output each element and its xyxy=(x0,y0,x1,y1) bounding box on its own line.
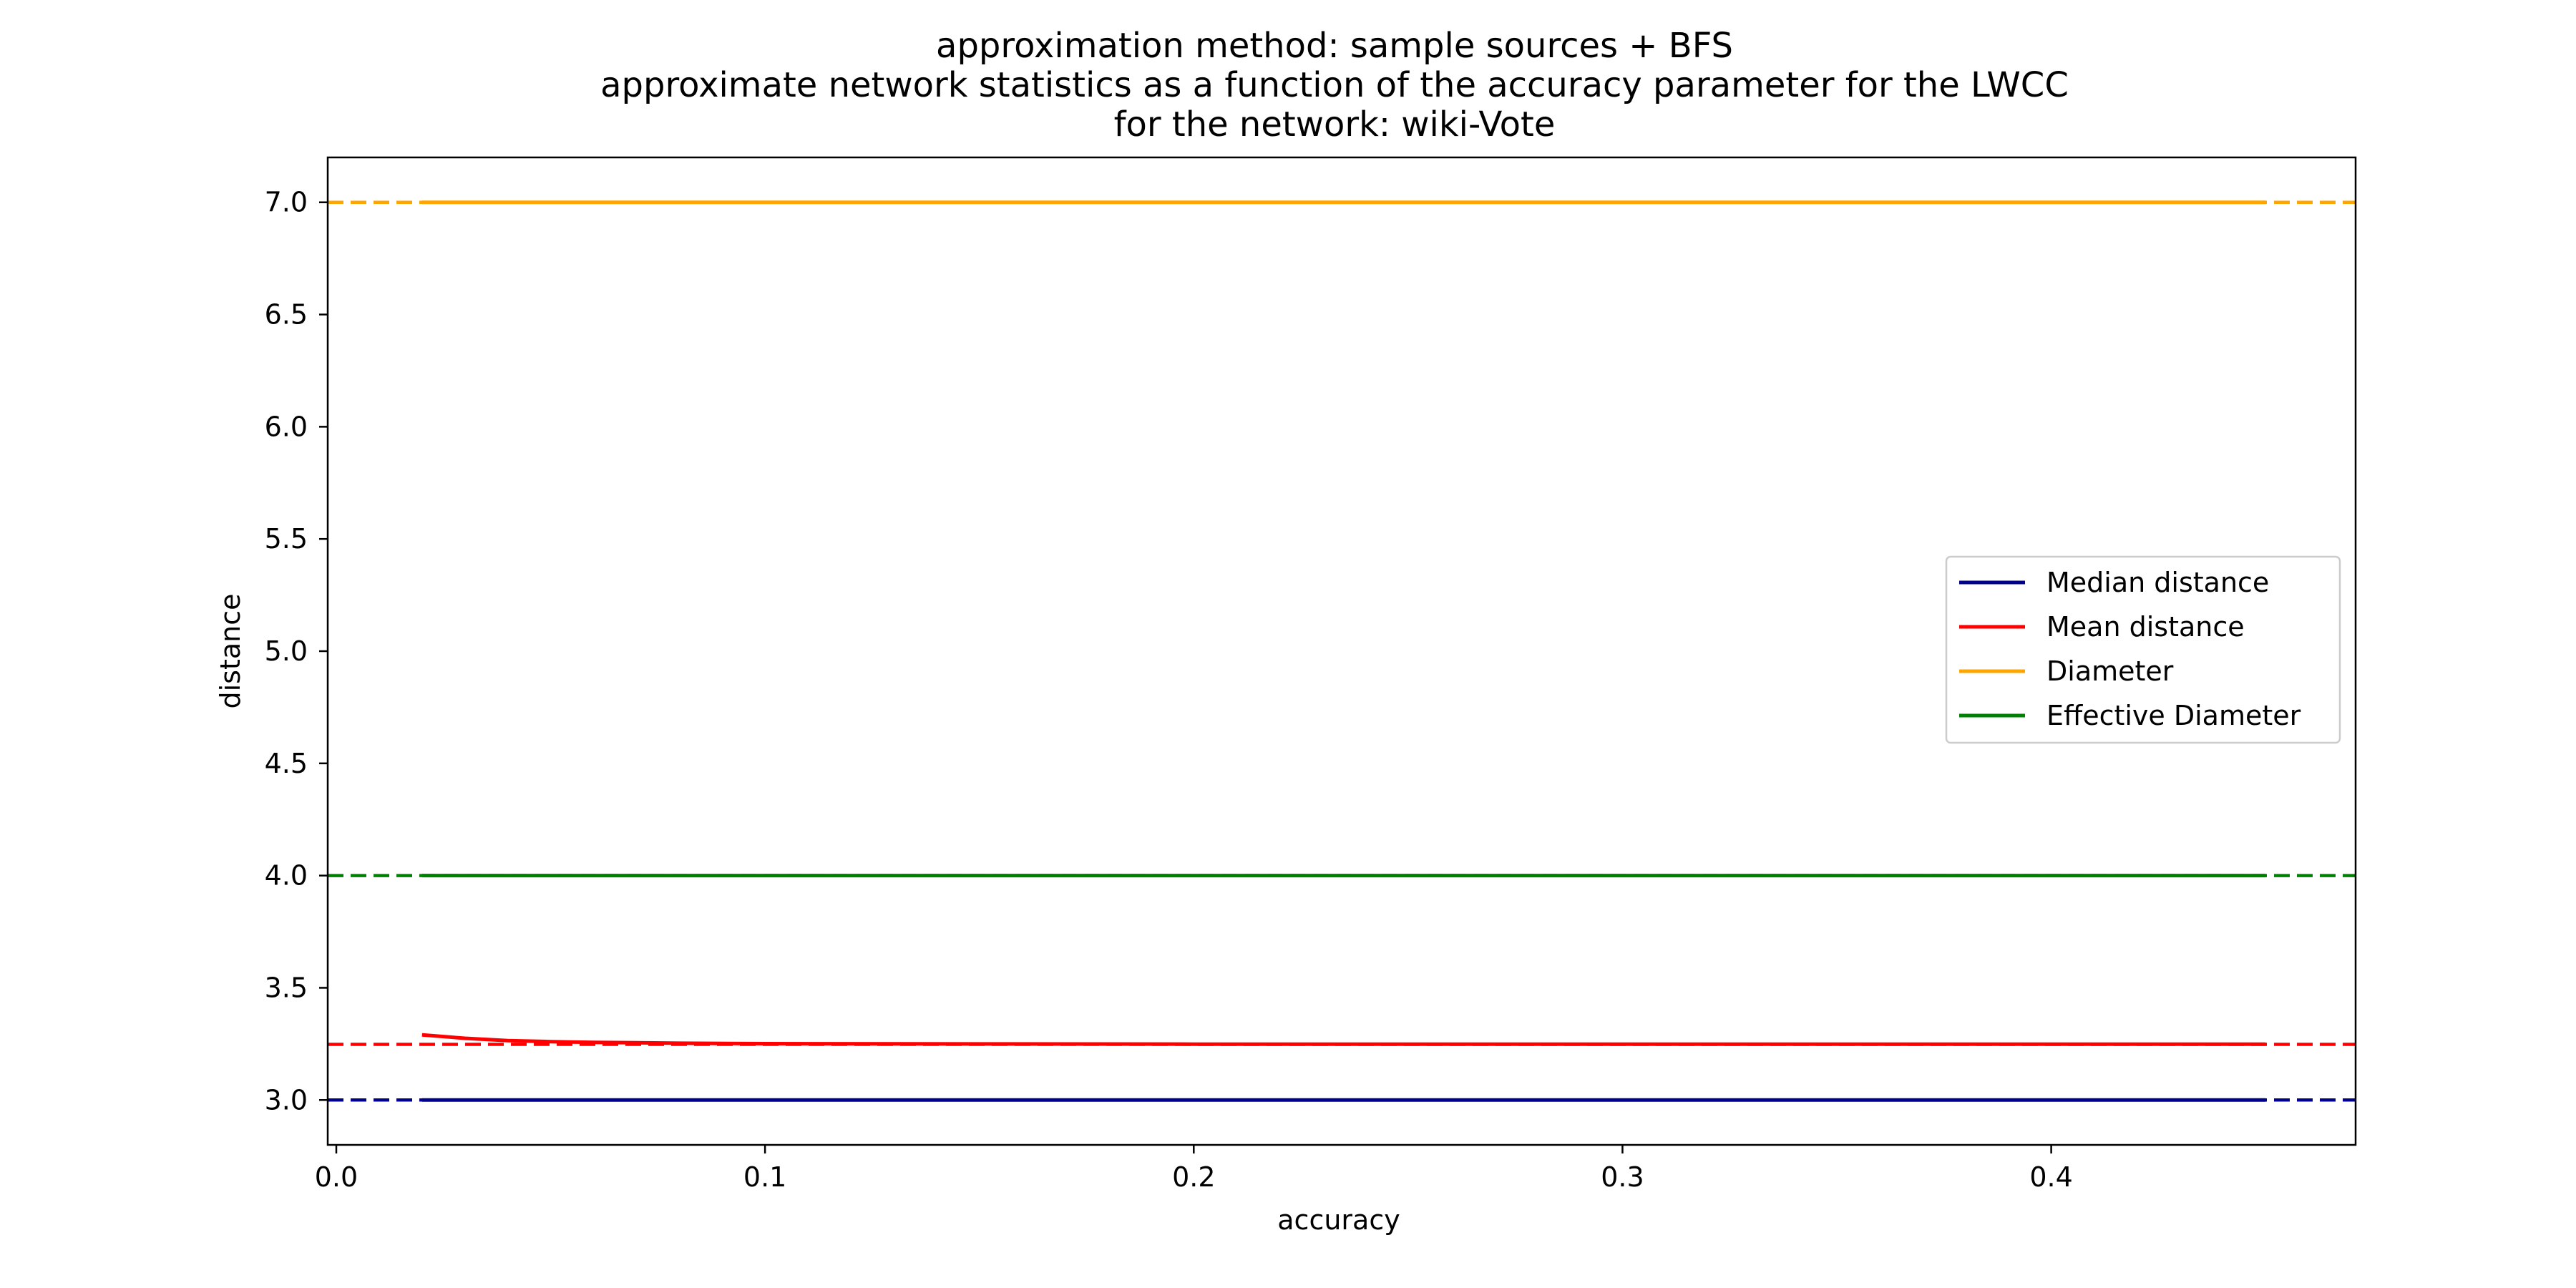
y-tick-label: 4.0 xyxy=(265,860,308,892)
y-axis-ticks: 3.0 3.5 4.0 4.5 5.0 5.5 6.0 6.5 7.0 xyxy=(265,187,328,1116)
chart-title-line-2: approximate network statistics as a func… xyxy=(600,65,2069,105)
axes-frame xyxy=(326,156,2357,1146)
y-tick-label: 5.5 xyxy=(265,523,308,555)
y-tick-label: 6.0 xyxy=(265,411,308,442)
legend-label-mean-distance: Mean distance xyxy=(2046,611,2245,643)
x-tick-label: 0.4 xyxy=(2029,1161,2072,1193)
x-tick-label: 0.1 xyxy=(743,1161,786,1193)
chart-title: approximation method: sample sources + B… xyxy=(600,26,2069,145)
legend-box xyxy=(1945,555,2341,744)
y-tick-label: 4.5 xyxy=(265,748,308,779)
y-tick-label: 6.5 xyxy=(265,299,308,331)
x-axis-ticks: 0.0 0.1 0.2 0.3 0.4 xyxy=(315,1145,2073,1193)
x-axis-label: accuracy xyxy=(1277,1204,1400,1236)
chart-title-line-3: for the network: wiki-Vote xyxy=(1114,104,1556,145)
y-tick-label: 3.5 xyxy=(265,972,308,1003)
legend-label-median-distance: Median distance xyxy=(2046,567,2269,598)
legend: Median distance Mean distance Diameter Effe… xyxy=(1945,555,2341,744)
legend-label-diameter: Diameter xyxy=(2046,655,2174,687)
y-tick-label: 3.0 xyxy=(265,1084,308,1116)
y-axis-label: distance xyxy=(215,593,246,708)
y-tick-label: 7.0 xyxy=(265,187,308,218)
x-tick-label: 0.2 xyxy=(1172,1161,1215,1193)
y-tick-label: 5.0 xyxy=(265,635,308,667)
x-tick-label: 0.3 xyxy=(1601,1161,1644,1193)
legend-label-effective-diameter: Effective Diameter xyxy=(2046,700,2301,731)
x-tick-label: 0.0 xyxy=(315,1161,358,1193)
series-line-mean-distance xyxy=(421,1033,2266,1046)
series-lines xyxy=(421,200,2266,1102)
chart-title-line-1: approximation method: sample sources + B… xyxy=(936,26,1733,66)
